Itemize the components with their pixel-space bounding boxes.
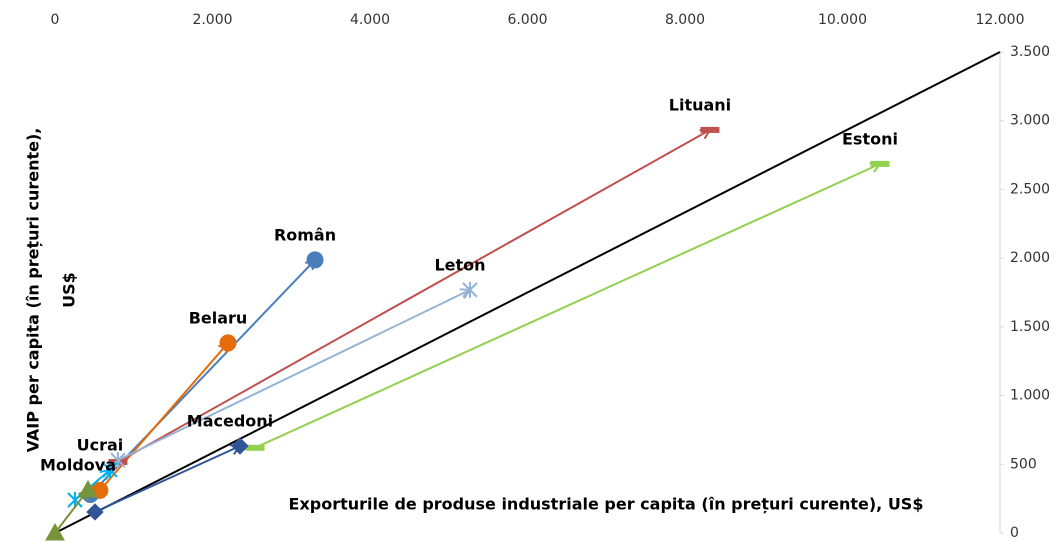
series-label: Ucrai (77, 435, 124, 454)
x-tick-label: 2.000 (192, 12, 232, 28)
y-tick-label: 0 (1010, 525, 1019, 541)
y-axis-title: VAIP per capita (în prețuri curente), (24, 128, 43, 453)
series-label: Macedoni (187, 412, 273, 431)
x-tick-label: 12.000 (976, 12, 1025, 28)
y-tick-label: 3.500 (1010, 44, 1050, 60)
series-label: Lituani (669, 95, 731, 114)
x-tick-label: 6.000 (507, 12, 547, 28)
marker (102, 461, 118, 478)
x-tick-label: 0 (51, 12, 60, 28)
x-axis-title: Exporturile de produse industriale per c… (289, 495, 924, 514)
series-label: Român (274, 225, 336, 244)
y-tick-label: 1.000 (1010, 388, 1050, 404)
arrow (117, 290, 470, 462)
y-tick-label: 500 (1010, 456, 1037, 472)
series-label: Leton (434, 255, 485, 274)
marker (110, 452, 126, 469)
marker (78, 479, 98, 498)
marker (306, 251, 324, 269)
arrow (99, 343, 228, 492)
marker (219, 334, 237, 352)
marker (700, 126, 720, 133)
marker (231, 437, 249, 455)
y-tick-label: 2.500 (1010, 181, 1050, 197)
marker (86, 503, 104, 521)
y-axis-title: US$ (60, 272, 79, 308)
arrow (117, 130, 710, 463)
y-tick-label: 2.000 (1010, 250, 1050, 266)
x-tick-label: 4.000 (350, 12, 390, 28)
marker (462, 281, 478, 298)
y-tick-label: 3.000 (1010, 113, 1050, 129)
x-tick-label: 8.000 (665, 12, 705, 28)
marker (870, 160, 890, 167)
arrow (94, 446, 240, 513)
y-tick-label: 1.500 (1010, 319, 1050, 335)
x-tick-label: 10.000 (818, 12, 867, 28)
arrow (254, 164, 880, 449)
reference-line (54, 51, 1001, 534)
series-label: Belaru (189, 308, 248, 327)
series-label: Moldova (40, 455, 116, 474)
series-label: Estoni (842, 129, 898, 148)
